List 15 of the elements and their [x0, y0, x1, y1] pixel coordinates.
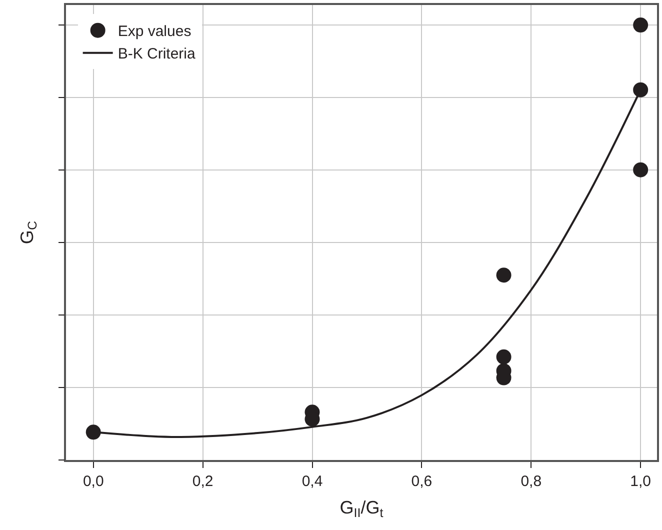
point: [633, 82, 648, 98]
x-tick-label: 1,0: [630, 472, 652, 490]
x-tick-label: 0,6: [411, 472, 432, 490]
x-tick-label: 0,8: [520, 472, 542, 490]
point: [633, 162, 648, 178]
legend-label: B-K Criteria: [118, 46, 196, 63]
point: [496, 268, 512, 283]
point: [633, 18, 648, 33]
x-axis-title: G$_{II}$/G$_{t}$: [340, 497, 384, 520]
x-tick-label: 0,2: [192, 472, 214, 490]
point: [496, 349, 512, 364]
x-tick-label: 0,0: [82, 472, 104, 490]
point: [86, 424, 101, 440]
x-tick-label: 0,4: [302, 472, 323, 490]
legend-label: Exp values: [118, 23, 192, 40]
